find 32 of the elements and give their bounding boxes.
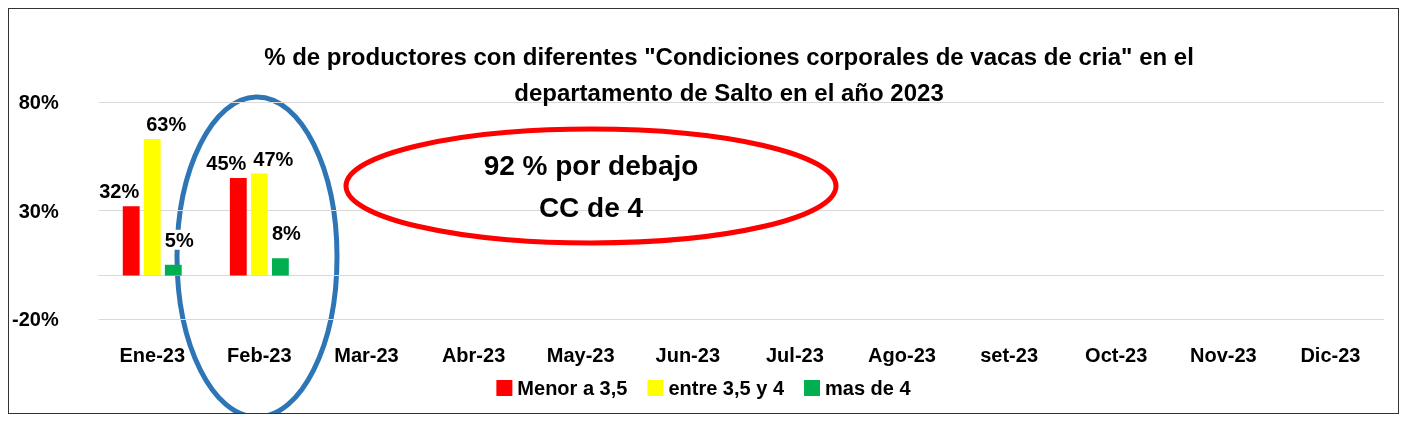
x-tick-label: Mar-23 <box>334 344 399 366</box>
x-tick-label: May-23 <box>546 344 615 366</box>
x-tick-label: Jun-23 <box>655 344 721 366</box>
data-label: 47% <box>253 147 294 170</box>
legend-label: mas de 4 <box>825 377 912 399</box>
x-tick-label: Oct-23 <box>1085 344 1148 366</box>
y-tick-label: 30% <box>18 199 59 222</box>
x-tick-label: Ago-23 <box>868 344 936 366</box>
x-tick-label: Dic-23 <box>1300 344 1361 366</box>
x-tick-label: Abr-23 <box>441 344 506 366</box>
y-tick-label: -20% <box>11 308 59 330</box>
legend-label: entre 3,5 y 4 <box>668 377 785 399</box>
data-label: 8% <box>271 222 302 245</box>
x-tick-label: Nov-23 <box>1189 344 1257 366</box>
bar <box>250 173 268 276</box>
data-label: 5% <box>164 228 194 251</box>
chart-title: % de productores con diferentes "Condiciones corporales de vacas de cria" en el departamento de Salto en el año 2023 <box>264 42 1194 106</box>
annotation: 92 % por debajo CC de 4 <box>483 149 699 223</box>
bar <box>164 264 182 276</box>
x-tick-label: Jul-23 <box>765 344 824 366</box>
bar <box>229 177 247 276</box>
x-tick-label: set-23 <box>980 344 1039 366</box>
x-tick-label: Feb-23 <box>227 344 292 366</box>
bar <box>271 258 289 276</box>
legend-label: Menor a 3,5 <box>517 377 628 399</box>
x-tick-label: Ene-23 <box>119 344 186 366</box>
y-tick-label: 80% <box>18 91 59 113</box>
bar <box>122 206 140 276</box>
bar <box>143 138 161 276</box>
data-label: 45% <box>206 151 247 174</box>
data-label: 63% <box>146 112 187 135</box>
data-label: 32% <box>99 180 140 203</box>
